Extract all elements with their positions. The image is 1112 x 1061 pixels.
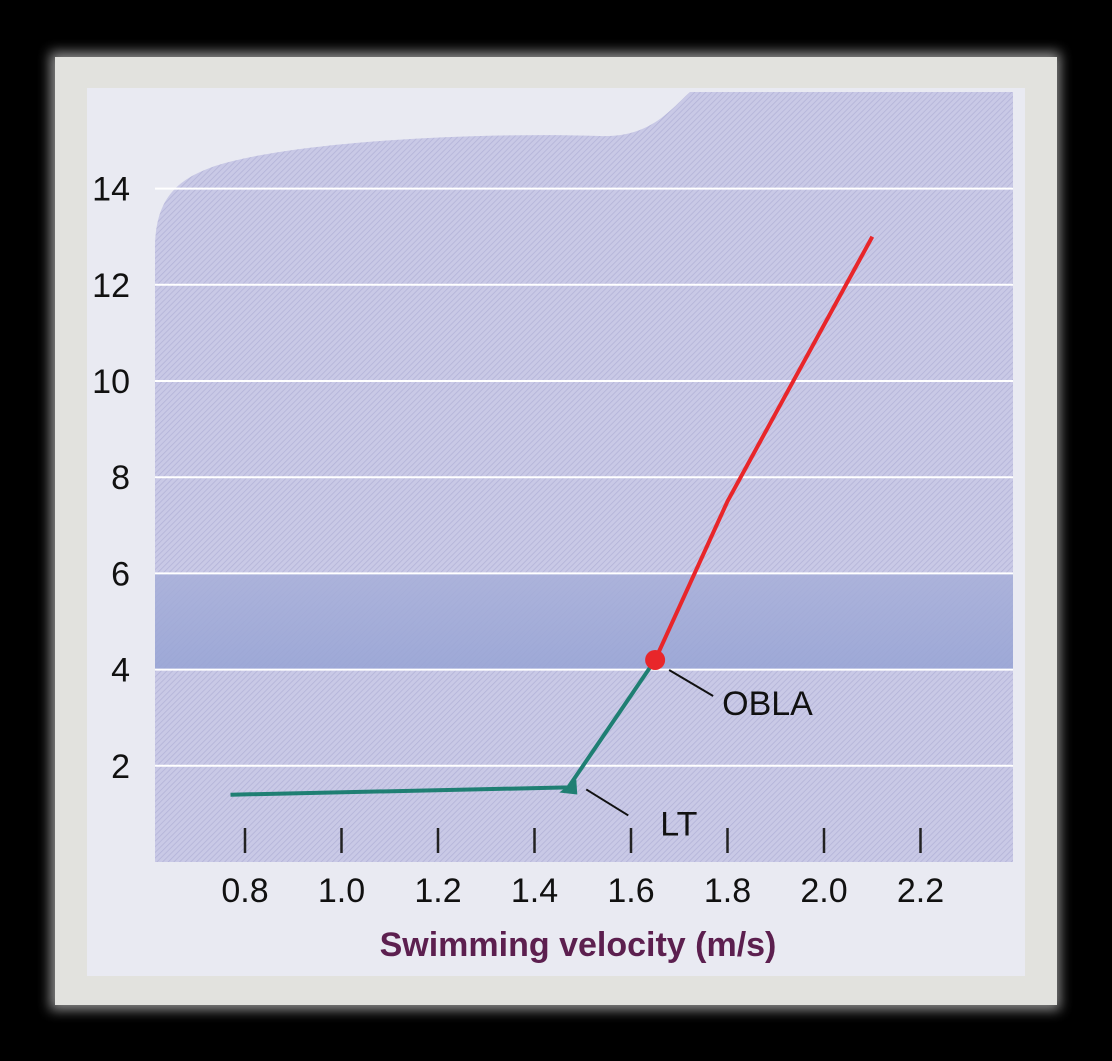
- y-tick-label-8: 8: [111, 459, 130, 497]
- y-tick-label-14: 14: [92, 171, 130, 209]
- y-tick-label-4: 4: [111, 652, 130, 690]
- x-axis-labels: 0.8 1.0 1.2 1.4 1.6 1.8 2.0 2.2: [221, 872, 944, 910]
- annotations-layer: LT OBLA: [585, 669, 813, 843]
- x-tick-label-1.0: 1.0: [318, 872, 365, 910]
- x-tick-label-2.0: 2.0: [800, 872, 847, 910]
- x-axis-title: Swimming velocity (m/s): [380, 926, 777, 964]
- highlight-band: [155, 573, 1013, 670]
- y-tick-label-12: 12: [92, 267, 130, 305]
- x-tick-label-1.6: 1.6: [607, 872, 654, 910]
- y-axis-labels: 2 4 6 8 10 12 14: [92, 171, 130, 786]
- obla-point: [645, 649, 666, 670]
- x-tick-label-0.8: 0.8: [221, 872, 268, 910]
- y-tick-label-6: 6: [111, 555, 130, 593]
- obla-label: OBLA: [722, 685, 813, 723]
- lt-leader-line: [585, 788, 629, 817]
- x-axis-ticks: [243, 828, 922, 853]
- x-tick-label-1.2: 1.2: [414, 872, 461, 910]
- x-tick-label-1.4: 1.4: [511, 872, 558, 910]
- obla-leader-line: [668, 669, 714, 697]
- x-tick-label-2.2: 2.2: [897, 872, 944, 910]
- x-tick-label-1.8: 1.8: [704, 872, 751, 910]
- lt-label: LT: [660, 805, 697, 843]
- markers-layer: [559, 649, 666, 795]
- y-tick-label-10: 10: [92, 363, 130, 401]
- y-tick-label-2: 2: [111, 748, 130, 786]
- lt-point: [559, 779, 578, 795]
- series-line-2: [653, 235, 875, 661]
